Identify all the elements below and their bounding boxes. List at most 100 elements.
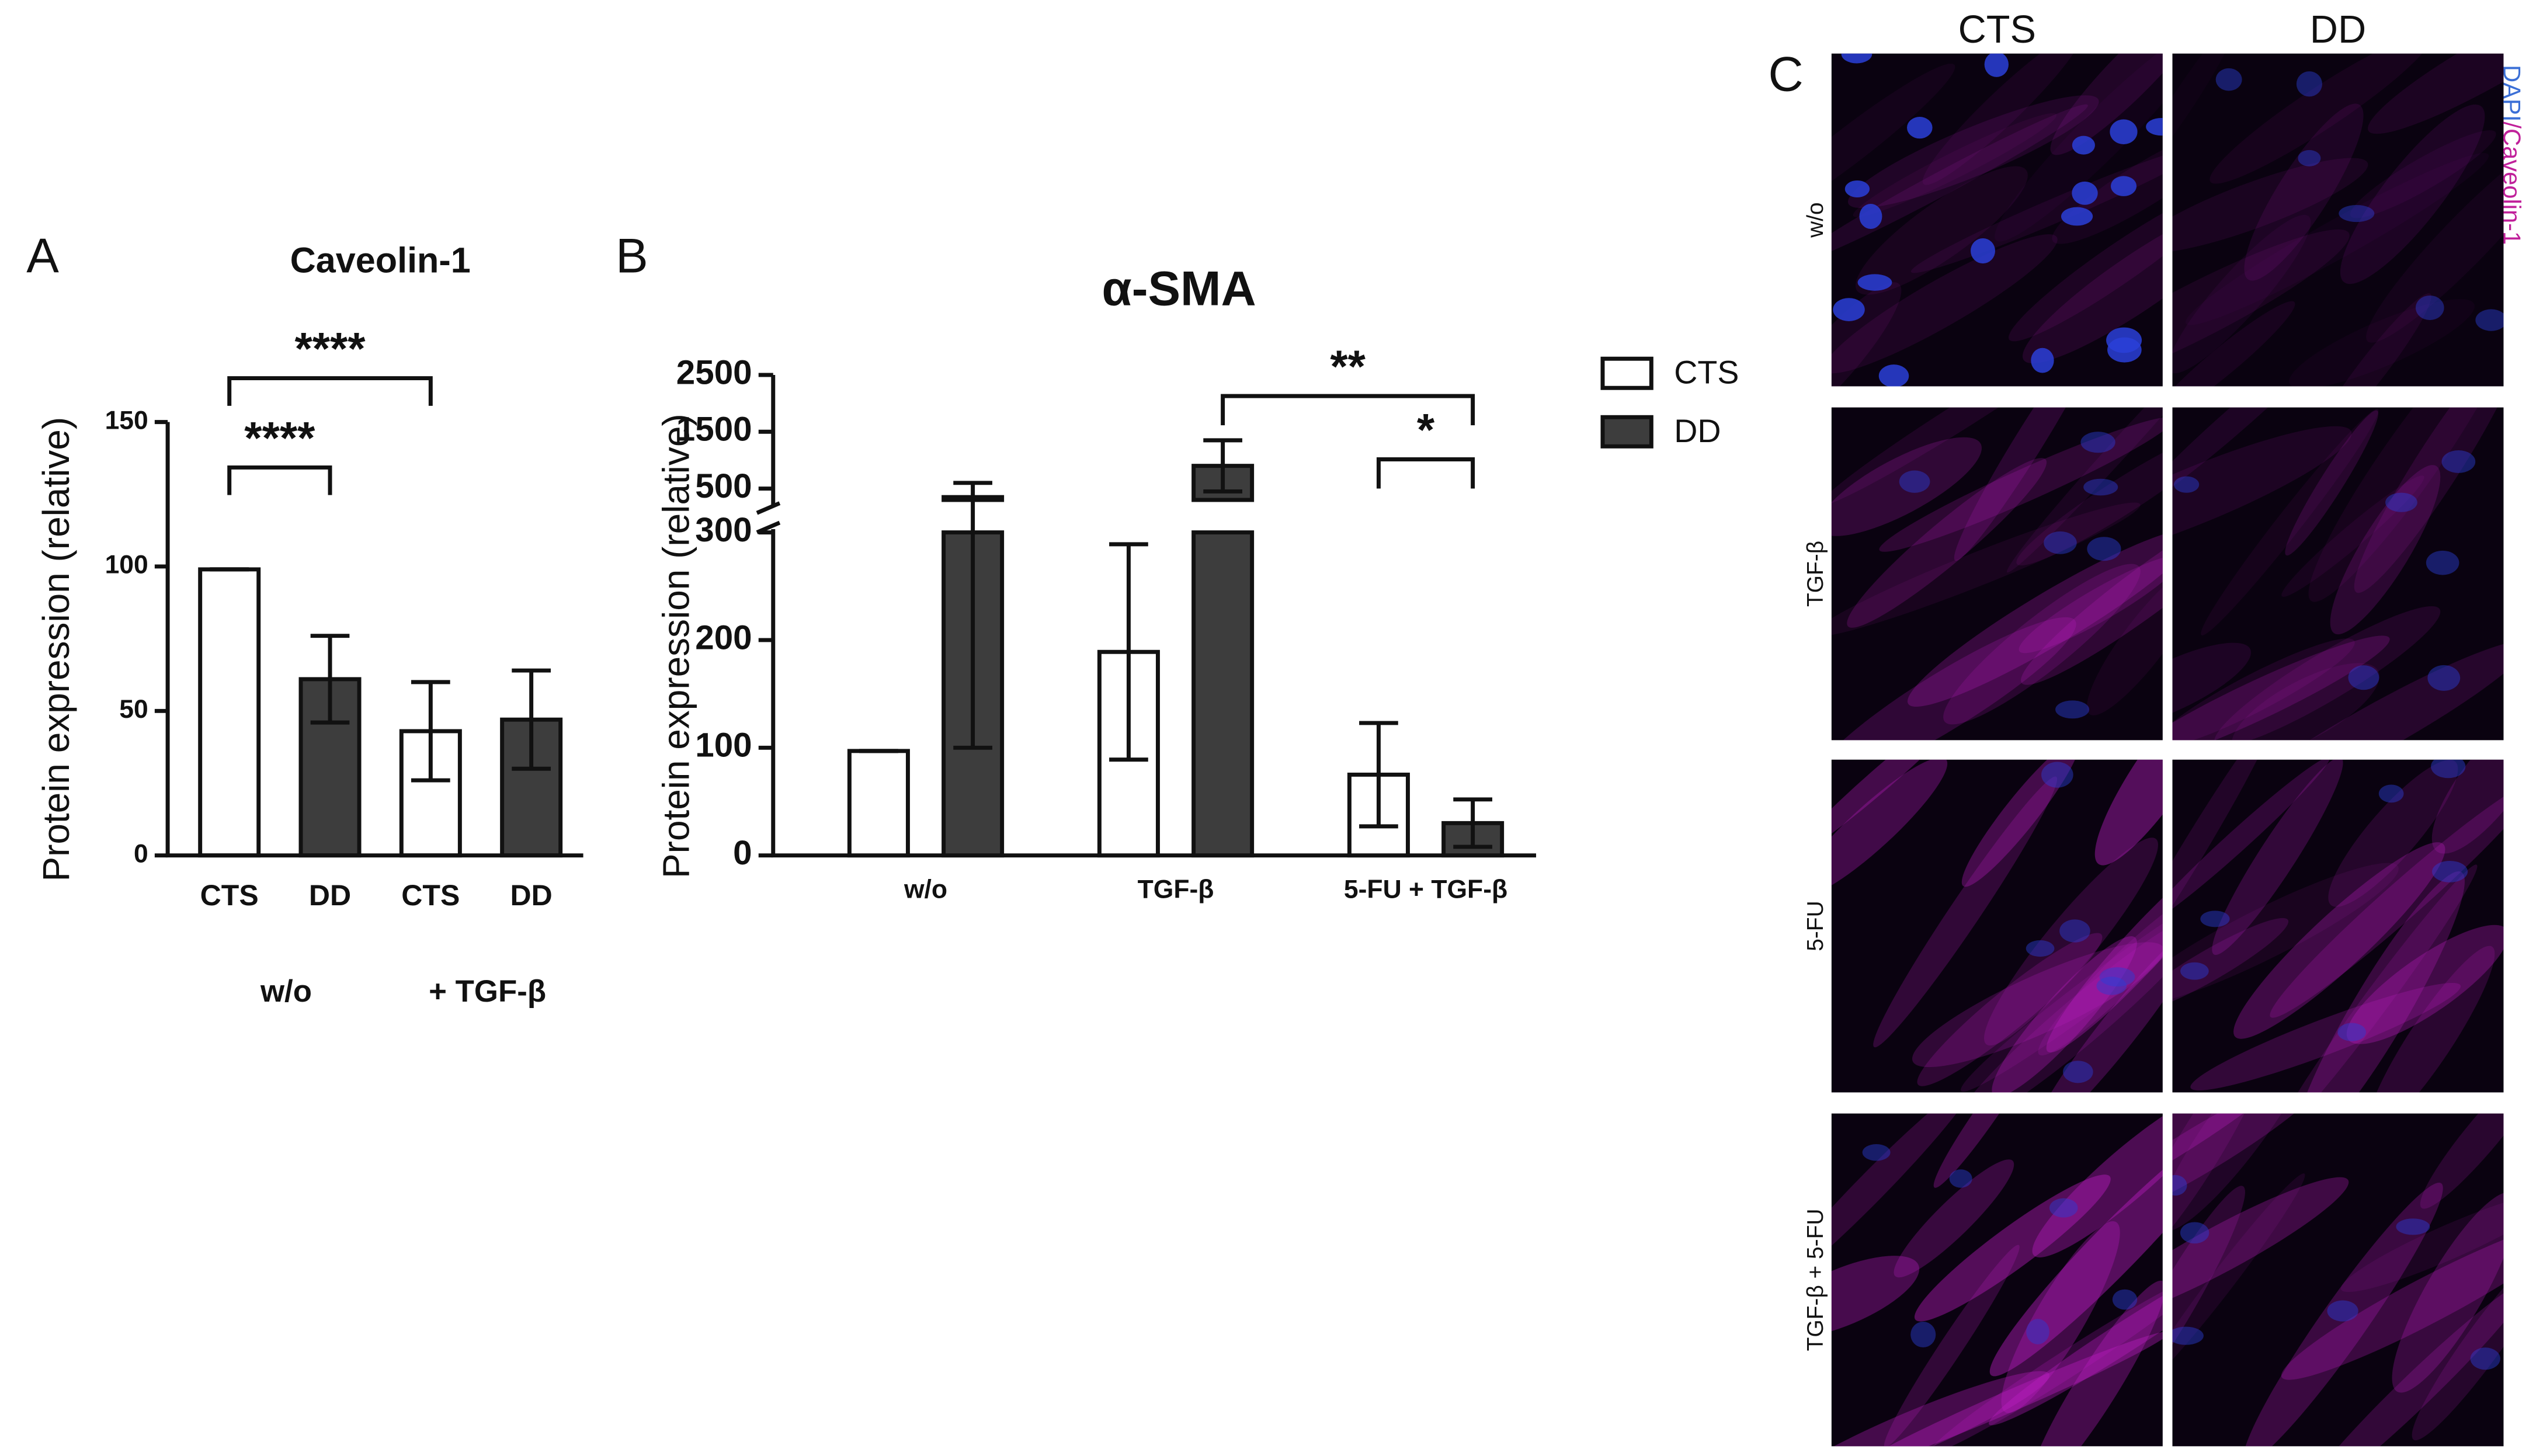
bar bbox=[1191, 530, 1255, 858]
cell-stain bbox=[1884, 1245, 2020, 1447]
micrograph-background bbox=[1831, 1113, 2163, 1447]
cell-stain bbox=[2172, 918, 2289, 1012]
cell-stain bbox=[2210, 53, 2431, 184]
axes bbox=[771, 375, 1537, 858]
cell-stain bbox=[2172, 158, 2368, 253]
cell-stain bbox=[2190, 982, 2461, 1091]
significance-label: **** bbox=[244, 413, 315, 464]
nucleus bbox=[2396, 1218, 2430, 1235]
cell-stain bbox=[1831, 617, 2076, 741]
cell-stain bbox=[2046, 845, 2163, 1053]
y-tick-label: 2500 bbox=[676, 353, 752, 391]
cell-stain bbox=[2201, 408, 2379, 635]
cell-stain bbox=[1873, 776, 2058, 1048]
error-bar bbox=[1203, 438, 1242, 494]
nucleus bbox=[1899, 470, 1930, 493]
micrograph-background bbox=[1831, 53, 2163, 387]
nucleus bbox=[2180, 962, 2209, 980]
nucleus bbox=[2431, 759, 2466, 779]
stain-label-part: DAPI bbox=[2499, 65, 2526, 121]
cell-stain bbox=[2289, 299, 2475, 387]
significance-bracket bbox=[227, 465, 332, 495]
cell-stain bbox=[2050, 53, 2163, 155]
micrograph-background bbox=[1831, 407, 2163, 741]
nucleus bbox=[1862, 1144, 1891, 1161]
cell-stain bbox=[2172, 301, 2295, 387]
cell-stain bbox=[2172, 1113, 2274, 1265]
micrograph-background bbox=[2172, 759, 2504, 1093]
micrograph bbox=[2172, 407, 2504, 741]
nucleus bbox=[2427, 665, 2461, 691]
nucleus bbox=[2432, 860, 2468, 882]
nucleus bbox=[2110, 119, 2138, 145]
y-axis-label: Protein expression (relative) bbox=[35, 417, 77, 882]
x-tick-label: TGF-β bbox=[1138, 875, 1214, 904]
cell-stain bbox=[1831, 1371, 2049, 1447]
micrograph bbox=[1831, 759, 2163, 1093]
nucleus bbox=[2061, 207, 2093, 226]
bar bbox=[198, 567, 261, 858]
nucleus bbox=[2026, 940, 2055, 957]
group-label: w/o bbox=[260, 974, 312, 1009]
cell-stain bbox=[1961, 759, 2080, 887]
chart-title: Caveolin-1 bbox=[290, 240, 471, 280]
cell-stain bbox=[1855, 166, 2028, 295]
nucleus bbox=[2200, 911, 2230, 927]
cell-stain bbox=[1856, 1331, 2163, 1447]
cell-stain bbox=[2285, 410, 2378, 556]
cell-stain bbox=[2294, 871, 2465, 1093]
panel-label: B bbox=[616, 229, 648, 283]
cell-stain bbox=[2350, 130, 2496, 218]
cell-stain bbox=[1831, 1256, 1920, 1339]
stain-label-part: /Caveolin-1 bbox=[2499, 121, 2526, 245]
nucleus bbox=[2083, 478, 2118, 496]
group-label: + TGF-β bbox=[429, 974, 546, 1009]
cell-stain bbox=[2172, 638, 2355, 741]
cell-stain bbox=[2412, 1246, 2504, 1441]
nucleus bbox=[2059, 919, 2090, 943]
cell-stain bbox=[2214, 606, 2441, 741]
error-bar bbox=[512, 668, 551, 771]
cell-stain bbox=[2303, 1281, 2504, 1447]
nucleus bbox=[2172, 1326, 2204, 1345]
cell-stain bbox=[1894, 1159, 2014, 1278]
cell-stain bbox=[1995, 53, 2163, 242]
cell-stain bbox=[1831, 437, 1982, 536]
cell-stain bbox=[1831, 759, 1948, 897]
nucleus bbox=[1910, 1322, 1936, 1348]
cell-stain bbox=[2314, 293, 2431, 387]
cell-stain bbox=[1879, 417, 2163, 552]
row-label: TGF-β + 5-FU bbox=[1803, 1209, 1828, 1351]
y-tick-label: 50 bbox=[119, 695, 148, 724]
nucleus bbox=[2099, 967, 2135, 987]
micrograph bbox=[1831, 407, 2163, 741]
nucleus bbox=[2337, 1023, 2366, 1041]
cell-stain bbox=[1929, 1273, 2163, 1447]
nucleus bbox=[2298, 150, 2321, 166]
significance-bracket bbox=[1221, 394, 1475, 426]
cell-stain bbox=[1989, 1122, 2163, 1377]
cell-stain bbox=[1984, 838, 2158, 1046]
cell-stain bbox=[2346, 925, 2504, 1044]
cell-stain bbox=[2243, 1182, 2443, 1447]
stain-layer bbox=[2172, 1113, 2504, 1447]
micrograph bbox=[1831, 53, 2163, 387]
cell-stain bbox=[2001, 1221, 2120, 1413]
cell-stain bbox=[2328, 759, 2458, 907]
legend-swatch bbox=[1600, 415, 1653, 449]
y-axis-label: Protein expression (relative) bbox=[655, 413, 697, 878]
nucleus bbox=[2146, 117, 2163, 136]
cell-stain bbox=[2172, 1186, 2245, 1414]
nucleus bbox=[2348, 665, 2379, 690]
nucleus bbox=[1859, 203, 1882, 229]
panel-label: C bbox=[1768, 47, 1803, 101]
axes bbox=[165, 422, 583, 858]
nucleus bbox=[2173, 476, 2200, 493]
axis-break bbox=[756, 501, 781, 534]
cell-stain bbox=[1914, 1174, 2111, 1322]
significance-label: * bbox=[1417, 405, 1435, 456]
nucleus bbox=[2026, 1319, 2049, 1344]
micrograph bbox=[2172, 1113, 2504, 1447]
cell-stain bbox=[1992, 936, 2137, 1093]
